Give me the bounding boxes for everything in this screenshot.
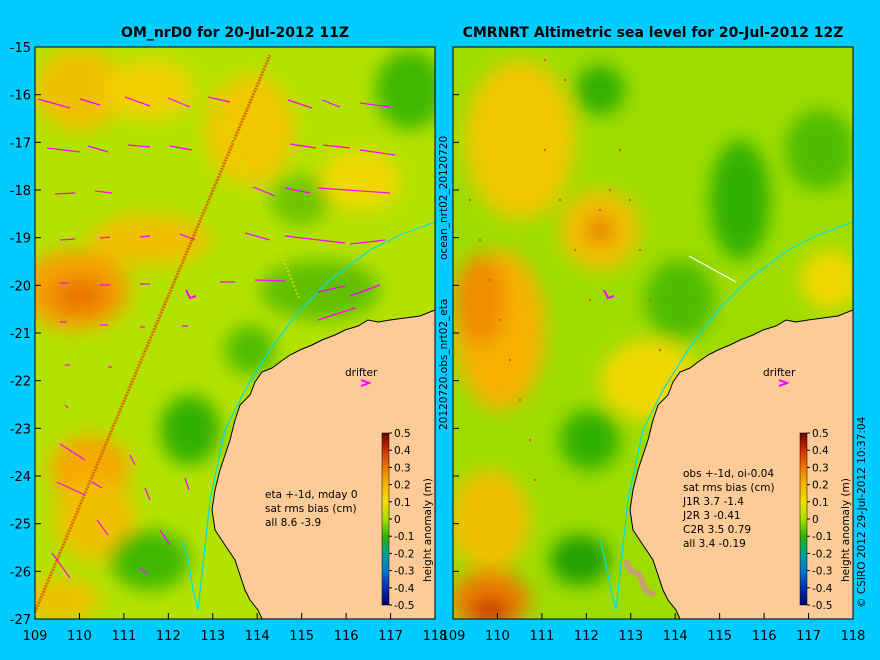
y-tick-label: -20 <box>10 279 31 294</box>
left-run-id: 20120720.obs_nrt02_eta <box>438 299 450 430</box>
x-tick-label: 112 <box>574 629 599 644</box>
right-stats-line-5: all 3.4 -0.19 <box>683 538 746 550</box>
y-tick-label: -21 <box>10 327 31 342</box>
left-x-axis: 109 110 111 112 113 114 115 116 117 118 <box>23 613 448 644</box>
x-tick-label: 118 <box>423 629 448 644</box>
left-chart-title: OM_nrD0 for 20-Jul-2012 11Z <box>121 25 349 41</box>
colorbar-tick-label: 0.2 <box>812 480 829 492</box>
right-track-dots <box>468 58 662 482</box>
x-tick-label: 118 <box>841 629 866 644</box>
colorbar-tick-label: 0.5 <box>394 428 411 440</box>
left-stats-line-0: eta +-1d, mday 0 <box>265 489 358 501</box>
right-colorbar-ticks: 0.5 0.4 0.3 0.2 0.1 0 -0.1 -0.2 -0.3 -0.4 -0.5 <box>807 428 833 612</box>
colorbar-tick-label: -0.1 <box>394 531 415 543</box>
y-tick-label: -26 <box>10 565 31 580</box>
x-tick-label: 110 <box>67 629 92 644</box>
credit-text: © CSIRO 2012 29-Jul-2012 10:37:04 <box>856 416 868 608</box>
x-tick-label: 114 <box>245 629 270 644</box>
right-drifter-label: drifter <box>763 367 796 379</box>
right-anomaly-blobs <box>453 60 853 619</box>
x-tick-label: 111 <box>529 629 554 644</box>
right-stats-line-3: J2R 3 -0.41 <box>682 510 741 522</box>
colorbar-tick-label: -0.2 <box>812 548 833 560</box>
y-tick-label: -24 <box>10 470 31 485</box>
left-colorbar <box>381 432 390 606</box>
y-tick-label: -18 <box>10 184 31 199</box>
colorbar-tick-label: -0.3 <box>394 566 415 578</box>
y-tick-label: -22 <box>10 375 31 390</box>
left-stats: eta +-1d, mday 0 sat rms bias (cm) all 8… <box>265 489 358 529</box>
y-tick-label: -17 <box>10 136 31 151</box>
x-tick-label: 116 <box>752 629 777 644</box>
left-stats-line-2: all 8.6 -3.9 <box>265 517 321 529</box>
colorbar-tick-label: -0.5 <box>394 600 415 612</box>
x-tick-label: 112 <box>156 629 181 644</box>
x-tick-label: 115 <box>707 629 732 644</box>
right-stats-line-2: J1R 3.7 -1.4 <box>682 496 744 508</box>
y-tick-label: -25 <box>10 518 31 533</box>
x-tick-label: 113 <box>200 629 225 644</box>
colorbar-tick-label: 0.4 <box>812 445 829 457</box>
colorbar-tick-label: -0.3 <box>812 566 833 578</box>
colorbar-tick-label: 0.2 <box>394 480 411 492</box>
x-tick-label: 115 <box>289 629 314 644</box>
right-land <box>629 309 853 619</box>
colorbar-tick-label: -0.4 <box>394 583 415 595</box>
right-drifter-track <box>603 289 615 300</box>
right-x-axis: 109 110 111 112 113 114 115 116 117 118 <box>441 613 866 644</box>
right-stats-line-1: sat rms bias (cm) <box>683 482 775 494</box>
x-tick-label: 117 <box>796 629 821 644</box>
colorbar-tick-label: 0 <box>394 514 401 526</box>
left-drifter-label: drifter <box>345 367 378 379</box>
colorbar-tick-label: 0 <box>812 514 819 526</box>
left-colorbar-ticks: 0.5 0.4 0.3 0.2 0.1 0 -0.1 -0.2 -0.3 -0.4 -0.5 <box>389 428 415 612</box>
colorbar-tick-label: -0.1 <box>812 531 833 543</box>
right-stats: obs +-1d, oi-0.04 sat rms bias (cm) J1R … <box>682 468 775 550</box>
y-tick-label: -23 <box>10 422 31 437</box>
right-chart-title: CMRNRT Altimetric sea level for 20-Jul-2… <box>463 25 844 41</box>
left-drifter-marker <box>360 379 372 387</box>
y-axis: -15 -16 -17 -18 -19 -20 -21 -22 -23 -24 -25 -26 -27 <box>10 41 459 628</box>
right-stats-line-0: obs +-1d, oi-0.04 <box>683 468 774 480</box>
colorbar-tick-label: 0.3 <box>394 462 411 474</box>
y-tick-label: -16 <box>10 89 31 104</box>
colorbar-tick-label: -0.5 <box>812 600 833 612</box>
left-current-vectors <box>37 96 396 579</box>
x-tick-label: 111 <box>111 629 136 644</box>
colorbar-tick-label: 0.1 <box>394 497 411 509</box>
x-tick-label: 114 <box>663 629 688 644</box>
colorbar-tick-label: 0.5 <box>812 428 829 440</box>
left-colorbar-label: height anomaly (m) <box>422 478 434 582</box>
left-drifter-track <box>185 289 197 300</box>
y-tick-label: -27 <box>10 613 31 628</box>
colorbar-tick-label: 0.1 <box>812 497 829 509</box>
right-map: drifter <box>453 47 853 619</box>
right-run-id: ocean_nrt02_20120720 <box>438 136 450 260</box>
left-stats-line-1: sat rms bias (cm) <box>265 503 357 515</box>
colorbar-tick-label: 0.3 <box>812 462 829 474</box>
right-drifter-marker <box>778 379 790 387</box>
left-land <box>211 309 435 619</box>
x-tick-label: 113 <box>618 629 643 644</box>
right-colorbar-label: height anomaly (m) <box>840 478 852 582</box>
y-tick-label: -15 <box>10 41 31 56</box>
x-tick-label: 109 <box>23 629 48 644</box>
colorbar-tick-label: -0.4 <box>812 583 833 595</box>
right-colorbar <box>799 432 808 606</box>
x-tick-label: 117 <box>378 629 403 644</box>
colorbar-tick-label: -0.2 <box>394 548 415 560</box>
colorbar-tick-label: 0.4 <box>394 445 411 457</box>
y-tick-label: -19 <box>10 232 31 247</box>
x-tick-label: 116 <box>334 629 359 644</box>
right-stats-line-4: C2R 3.5 0.79 <box>683 524 751 536</box>
x-tick-label: 109 <box>441 629 466 644</box>
left-map: drifter <box>35 47 435 619</box>
x-tick-label: 110 <box>485 629 510 644</box>
